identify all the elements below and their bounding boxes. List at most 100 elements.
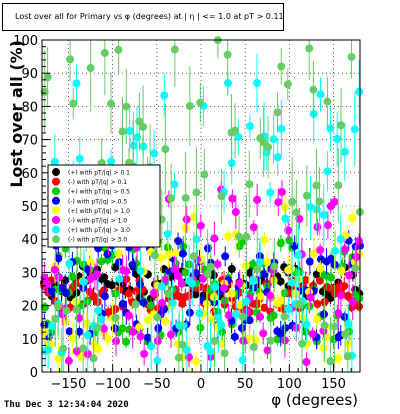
data-point [51, 314, 60, 323]
legend-marker [52, 206, 60, 215]
data-point [177, 279, 186, 288]
data-point [55, 273, 64, 282]
data-point [170, 265, 179, 274]
data-point [302, 357, 311, 366]
data-point [238, 312, 247, 321]
data-point [210, 234, 219, 243]
data-point [94, 345, 103, 354]
data-point [263, 346, 272, 355]
x-tick-label: 100 [277, 377, 302, 392]
data-point [309, 249, 318, 258]
data-point [336, 291, 345, 300]
data-point [294, 251, 303, 260]
data-point [291, 289, 300, 298]
data-point [273, 153, 282, 162]
data-point [277, 296, 286, 305]
data-point [192, 357, 201, 366]
data-point [103, 250, 112, 259]
data-point [153, 313, 162, 322]
data-point [299, 313, 308, 322]
data-point [231, 126, 240, 135]
data-point [242, 297, 251, 306]
legend-label: (-) with pT/|q| > 3.0 [68, 237, 127, 244]
data-point [246, 122, 255, 131]
data-point [75, 314, 84, 323]
data-point [131, 300, 140, 309]
data-point [200, 170, 209, 179]
legend-marker [52, 225, 60, 234]
data-point [343, 352, 352, 361]
data-point [189, 213, 198, 222]
data-point [93, 323, 102, 332]
data-point [260, 303, 269, 312]
data-point [178, 340, 187, 349]
data-point [308, 329, 317, 338]
data-point [164, 250, 173, 259]
data-point [164, 290, 173, 299]
data-point [230, 332, 239, 341]
data-point [319, 210, 328, 219]
data-point [316, 245, 325, 254]
data-point [158, 298, 167, 307]
data-point [355, 294, 364, 303]
data-point [150, 149, 159, 158]
data-point [140, 349, 149, 358]
data-point [302, 191, 311, 200]
data-point [288, 278, 297, 287]
data-point [263, 257, 272, 266]
data-point [100, 49, 109, 58]
data-point [224, 311, 233, 320]
data-point [305, 257, 314, 266]
data-point [249, 223, 258, 232]
data-point [256, 312, 265, 321]
y-tick-label: 0 [30, 366, 38, 381]
data-point [54, 254, 63, 263]
data-point [336, 235, 345, 244]
data-point [107, 157, 116, 166]
data-point [235, 301, 244, 310]
data-point [334, 309, 343, 318]
data-point [188, 279, 197, 288]
data-point [185, 102, 194, 111]
data-point [111, 313, 120, 322]
data-point [330, 322, 339, 331]
data-point [192, 188, 201, 197]
data-point [323, 97, 332, 106]
data-point [260, 235, 269, 244]
data-point [274, 198, 283, 207]
data-point [245, 316, 254, 325]
data-point [153, 356, 162, 365]
data-point [348, 297, 357, 306]
data-point [62, 289, 71, 298]
data-point [242, 232, 251, 241]
data-point [124, 289, 133, 298]
data-point [276, 277, 285, 286]
data-point [71, 297, 80, 306]
data-point [136, 332, 145, 341]
data-point [50, 157, 59, 166]
data-point [195, 309, 204, 318]
data-point [220, 284, 229, 293]
x-tick-label: −50 [143, 377, 170, 392]
data-point [277, 124, 286, 133]
data-point [83, 265, 92, 274]
data-point [115, 274, 124, 283]
legend-marker [52, 216, 60, 224]
data-point [110, 324, 119, 333]
data-point [107, 99, 116, 108]
data-point [75, 327, 84, 336]
data-point [108, 281, 117, 290]
data-point [182, 346, 191, 355]
data-point [122, 267, 131, 276]
data-point [124, 311, 133, 320]
data-point [122, 337, 131, 346]
data-point [182, 215, 191, 224]
data-point [132, 287, 141, 296]
data-point [136, 266, 145, 275]
x-axis-label: φ (degrees) [271, 391, 358, 409]
data-point [217, 320, 226, 329]
data-point [220, 296, 229, 305]
data-point [213, 260, 222, 269]
data-point [62, 306, 71, 315]
